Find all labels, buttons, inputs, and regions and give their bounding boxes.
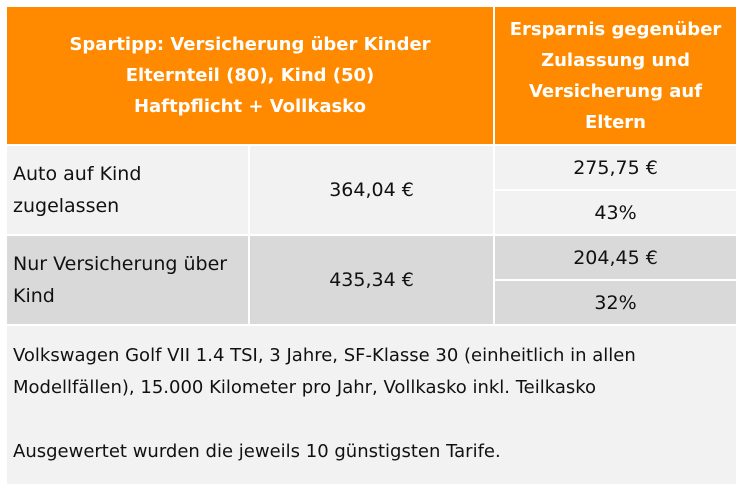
- header-scenario-line1: Spartipp: Versicherung über Kinder: [69, 34, 431, 55]
- header-savings-cell: Ersparnis gegenüber Zulassung und Versic…: [493, 5, 739, 146]
- notes-row: Volkswagen Golf VII 1.4 TSI, 3 Jahre, SF…: [4, 324, 739, 486]
- header-scenario-line3: Haftpflicht + Vollkasko: [133, 96, 367, 117]
- header-savings-line4: Eltern: [585, 111, 646, 133]
- row-saving-amount-insurance-only: 204,45 €: [493, 234, 739, 281]
- row-label-insurance-only: Nur Versicherung über Kind: [5, 234, 250, 326]
- table-row: Nur Versicherung über Kind 435,34 € 204,…: [5, 234, 739, 326]
- table-row: 43%: [6, 189, 739, 236]
- note-evaluation: Ausgewertet wurden die jeweils 10 günsti…: [13, 441, 501, 462]
- note-vehicle-line2: Modellfällen), 15.000 Kilometer pro Jahr…: [13, 377, 597, 398]
- row-price-insurance-only: 435,34 €: [247, 234, 496, 326]
- header-savings-line1: Ersparnis gegenüber: [509, 18, 722, 40]
- row-price-car-on-child: 364,04 €: [247, 144, 496, 236]
- table-row: Auto auf Kind zugelassen 364,04 € 275,75…: [5, 144, 739, 236]
- header-savings-line3: Versicherung auf: [528, 80, 703, 102]
- notes-cell: Volkswagen Golf VII 1.4 TSI, 3 Jahre, SF…: [4, 324, 739, 486]
- note-spacer: [13, 404, 730, 436]
- header-scenario-line2: Elternteil (80), Kind (50): [125, 65, 375, 86]
- table-row: 32%: [6, 279, 739, 326]
- header-scenario-cell: Spartipp: Versicherung über Kinder Elter…: [4, 5, 496, 146]
- row-saving-percent-insurance-only: 32%: [493, 279, 739, 326]
- row-label-car-on-child: Auto auf Kind zugelassen: [5, 144, 250, 236]
- table-header-row: Spartipp: Versicherung über Kinder Elter…: [4, 5, 739, 146]
- row-saving-percent-car-on-child: 43%: [493, 189, 739, 236]
- header-savings-line2: Zulassung und: [541, 49, 690, 71]
- savings-table: Spartipp: Versicherung über Kinder Elter…: [4, 5, 739, 486]
- row-saving-amount-car-on-child: 275,75 €: [493, 144, 739, 191]
- note-vehicle-line1: Volkswagen Golf VII 1.4 TSI, 3 Jahre, SF…: [13, 345, 636, 366]
